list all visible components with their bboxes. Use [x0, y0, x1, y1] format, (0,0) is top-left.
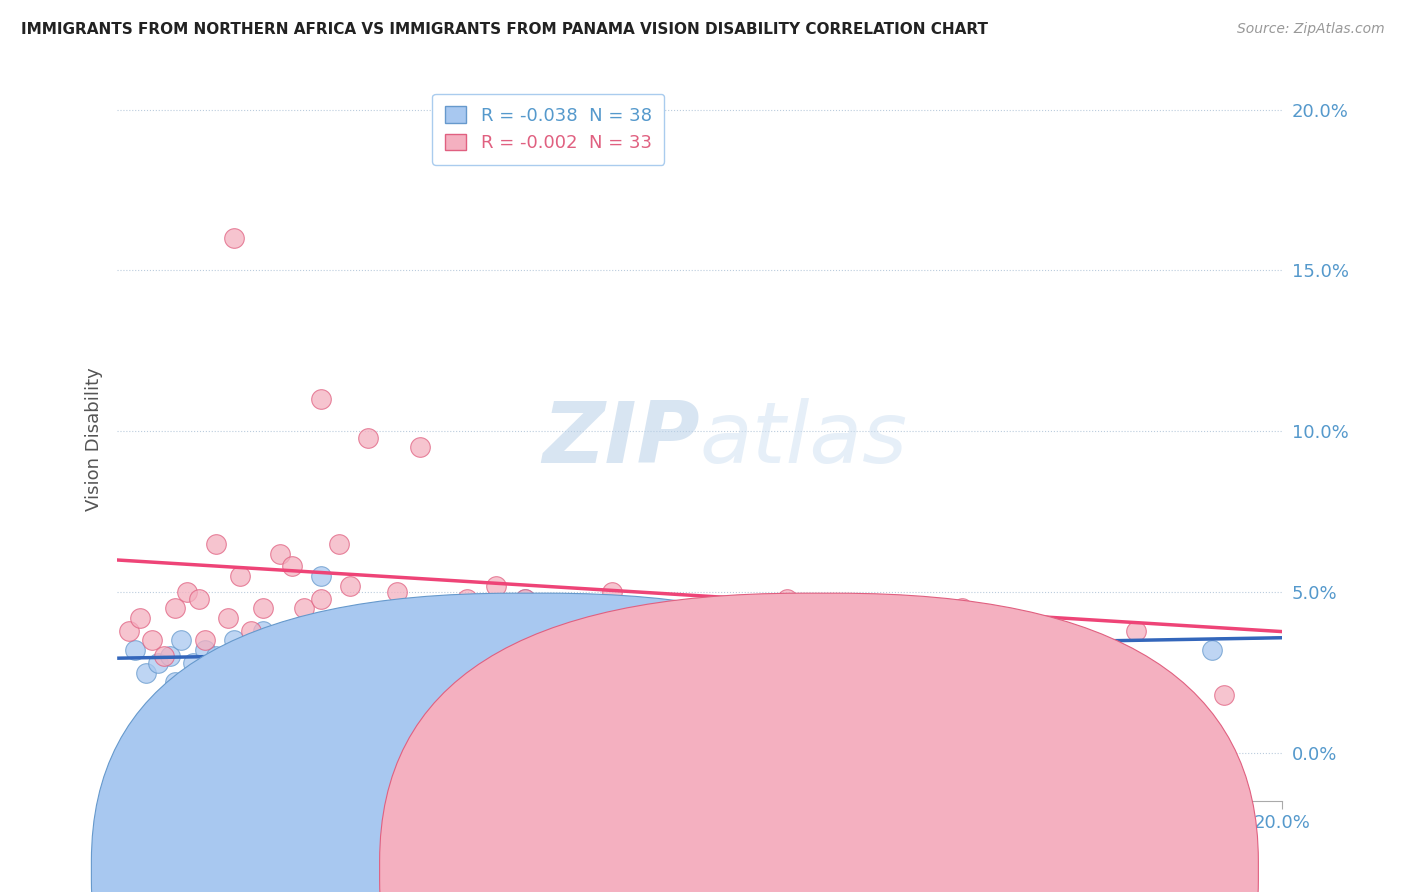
Point — [217, 611, 239, 625]
Text: Immigrants from Northern Africa: Immigrants from Northern Africa — [562, 863, 813, 877]
Point — [1125, 624, 1147, 638]
Point — [1212, 688, 1234, 702]
Legend: R = -0.038  N = 38, R = -0.002  N = 33: R = -0.038 N = 38, R = -0.002 N = 33 — [432, 94, 665, 164]
Point — [176, 681, 198, 696]
Point — [356, 431, 378, 445]
Point — [240, 665, 263, 680]
Point — [269, 547, 291, 561]
Point — [513, 591, 536, 606]
Point — [950, 601, 973, 615]
Text: Source: ZipAtlas.com: Source: ZipAtlas.com — [1237, 22, 1385, 37]
Point — [485, 633, 508, 648]
Point — [328, 537, 350, 551]
Point — [513, 591, 536, 606]
Y-axis label: Vision Disability: Vision Disability — [86, 368, 103, 511]
Point — [356, 665, 378, 680]
Point — [118, 624, 141, 638]
Point — [287, 633, 309, 648]
Point — [152, 649, 174, 664]
Point — [292, 601, 315, 615]
Point — [252, 601, 274, 615]
Point — [980, 649, 1002, 664]
Point — [217, 688, 239, 702]
Point — [572, 633, 595, 648]
Point — [374, 649, 396, 664]
Text: atlas: atlas — [700, 398, 908, 481]
Point — [863, 633, 886, 648]
Point — [135, 665, 157, 680]
Point — [159, 649, 181, 664]
Point — [485, 579, 508, 593]
Point — [228, 656, 250, 670]
Point — [170, 633, 193, 648]
Point — [222, 231, 245, 245]
Point — [298, 656, 321, 670]
Point — [129, 611, 152, 625]
Point — [322, 643, 344, 657]
Point — [165, 675, 187, 690]
Point — [309, 392, 332, 406]
Point — [600, 585, 623, 599]
Point — [124, 643, 146, 657]
Point — [456, 591, 478, 606]
Point — [187, 591, 209, 606]
Point — [426, 633, 449, 648]
Point — [309, 591, 332, 606]
Point — [205, 649, 228, 664]
Point — [776, 649, 799, 664]
Point — [228, 569, 250, 583]
Text: ZIP: ZIP — [543, 398, 700, 481]
Point — [274, 675, 297, 690]
Point — [146, 656, 169, 670]
Point — [222, 633, 245, 648]
Point — [717, 601, 740, 615]
Point — [181, 656, 204, 670]
Point — [1067, 633, 1090, 648]
Point — [456, 649, 478, 664]
Point — [396, 656, 419, 670]
Point — [309, 569, 332, 583]
Point — [200, 665, 222, 680]
Point — [141, 633, 163, 648]
Point — [659, 643, 682, 657]
Point — [1201, 643, 1223, 657]
Point — [176, 585, 198, 599]
Text: IMMIGRANTS FROM NORTHERN AFRICA VS IMMIGRANTS FROM PANAMA VISION DISABILITY CORR: IMMIGRANTS FROM NORTHERN AFRICA VS IMMIG… — [21, 22, 988, 37]
Point — [339, 579, 361, 593]
Point — [339, 624, 361, 638]
Text: Immigrants from Panama: Immigrants from Panama — [844, 863, 1038, 877]
Point — [385, 585, 408, 599]
Point — [252, 624, 274, 638]
Point — [193, 643, 215, 657]
Point — [717, 656, 740, 670]
Point — [263, 649, 285, 664]
Point — [165, 601, 187, 615]
Point — [281, 559, 304, 574]
Point — [193, 633, 215, 648]
Point — [409, 441, 432, 455]
Point — [205, 537, 228, 551]
Point — [240, 624, 263, 638]
Point — [776, 591, 799, 606]
